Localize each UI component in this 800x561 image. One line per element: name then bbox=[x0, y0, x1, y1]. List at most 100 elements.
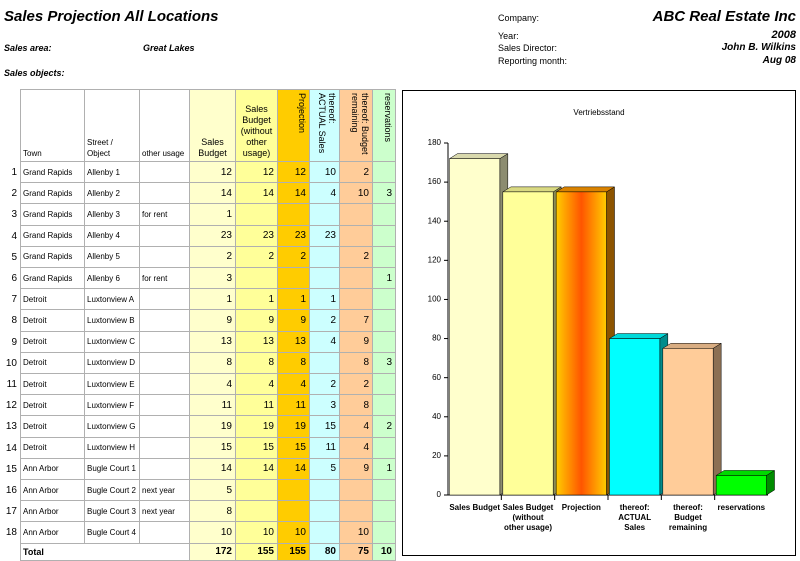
row-number: 16 bbox=[5, 485, 17, 497]
table-cell bbox=[310, 246, 340, 268]
table-cell bbox=[140, 289, 190, 311]
table-cell: 14 bbox=[190, 458, 236, 480]
table-cell bbox=[373, 331, 396, 353]
y-tick-label: 0 bbox=[437, 490, 442, 499]
x-tick-label: Sales Budget bbox=[449, 503, 500, 512]
table-cell bbox=[310, 268, 340, 290]
table-cell bbox=[140, 416, 190, 438]
x-tick-label: reservations bbox=[717, 503, 766, 512]
table-cell bbox=[140, 437, 190, 459]
row-number: 14 bbox=[5, 442, 17, 454]
info-label: Company: bbox=[498, 13, 540, 23]
table-cell: 19 bbox=[236, 416, 278, 438]
row-number: 8 bbox=[11, 315, 17, 327]
bar-top bbox=[661, 343, 723, 349]
table-cell: Grand Rapids bbox=[20, 183, 85, 205]
table-cell: for rent bbox=[140, 204, 190, 226]
table-cell bbox=[310, 501, 340, 523]
info-label: Reporting month: bbox=[498, 56, 568, 66]
table-cell: 9 bbox=[340, 331, 373, 353]
table-cell: 2 bbox=[340, 162, 373, 184]
table-cell bbox=[236, 204, 278, 226]
bar bbox=[555, 191, 607, 496]
table-cell bbox=[310, 204, 340, 226]
table-cell bbox=[373, 289, 396, 311]
table-cell: 23 bbox=[190, 225, 236, 247]
table-cell: 2 bbox=[373, 416, 396, 438]
table-cell: 13 bbox=[190, 331, 236, 353]
x-tick-label: thereof: Budget remaining bbox=[668, 503, 708, 532]
table-cell: 4 bbox=[278, 374, 310, 396]
table-cell: 13 bbox=[278, 331, 310, 353]
table-cell bbox=[140, 522, 190, 544]
table-cell: Detroit bbox=[20, 374, 85, 396]
info-label: Sales Director: bbox=[498, 43, 558, 53]
table-cell: 4 bbox=[236, 374, 278, 396]
x-tick-label: Projection bbox=[561, 503, 601, 512]
total-cell: 155 bbox=[236, 543, 278, 561]
table-cell bbox=[373, 501, 396, 523]
table-cell bbox=[278, 268, 310, 290]
info-value: 2008 bbox=[771, 29, 796, 41]
table-cell bbox=[310, 522, 340, 544]
table-cell: 9 bbox=[278, 310, 310, 332]
table-cell: 12 bbox=[278, 162, 310, 184]
total-label: Total bbox=[20, 543, 190, 561]
table-cell: 10 bbox=[278, 522, 310, 544]
table-cell bbox=[340, 501, 373, 523]
table-cell: 10 bbox=[190, 522, 236, 544]
table-cell: Ann Arbor bbox=[20, 501, 85, 523]
table-cell: 14 bbox=[190, 183, 236, 205]
table-cell bbox=[140, 246, 190, 268]
table-cell: Allenby 6 bbox=[85, 268, 140, 290]
table-cell: 3 bbox=[373, 183, 396, 205]
table-cell: Luxtonview D bbox=[85, 352, 140, 374]
row-number: 7 bbox=[11, 294, 17, 306]
total-cell: 172 bbox=[190, 543, 236, 561]
y-tick-label: 60 bbox=[432, 373, 441, 382]
table-cell bbox=[278, 204, 310, 226]
table-cell: Luxtonview E bbox=[85, 374, 140, 396]
table-cell: Grand Rapids bbox=[20, 204, 85, 226]
table-cell bbox=[140, 352, 190, 374]
table-cell: 2 bbox=[190, 246, 236, 268]
row-number: 4 bbox=[11, 230, 17, 242]
table-cell bbox=[373, 225, 396, 247]
table-border bbox=[20, 89, 396, 90]
y-tick-label: 20 bbox=[432, 451, 441, 460]
table-cell: 4 bbox=[310, 183, 340, 205]
row-number: 11 bbox=[6, 379, 17, 391]
table-cell: 10 bbox=[310, 162, 340, 184]
y-tick-label: 140 bbox=[428, 216, 442, 225]
info-value: ABC Real Estate Inc bbox=[652, 8, 796, 25]
row-number: 6 bbox=[11, 273, 17, 285]
column-header: Street / Object bbox=[85, 90, 140, 162]
table-cell: Bugle Court 2 bbox=[85, 480, 140, 502]
table-cell: Ann Arbor bbox=[20, 480, 85, 502]
info-label: Year: bbox=[498, 31, 519, 41]
table-cell bbox=[140, 183, 190, 205]
column-header: reservations bbox=[373, 90, 396, 162]
table-cell: 2 bbox=[310, 310, 340, 332]
row-number: 18 bbox=[5, 527, 17, 539]
table-cell bbox=[373, 437, 396, 459]
row-number: 2 bbox=[11, 188, 17, 200]
column-header: thereof: Budget remaining bbox=[340, 90, 373, 162]
table-cell: 3 bbox=[310, 395, 340, 417]
table-cell: Detroit bbox=[20, 416, 85, 438]
table-cell: 9 bbox=[340, 458, 373, 480]
table-cell bbox=[340, 204, 373, 226]
table-cell bbox=[373, 310, 396, 332]
table-cell: 12 bbox=[190, 162, 236, 184]
table-cell: 15 bbox=[190, 437, 236, 459]
row-number: 9 bbox=[11, 336, 17, 348]
table-cell: Detroit bbox=[20, 289, 85, 311]
table-cell: 11 bbox=[190, 395, 236, 417]
row-number: 17 bbox=[5, 506, 17, 518]
table-cell: 2 bbox=[340, 374, 373, 396]
table-cell: next year bbox=[140, 480, 190, 502]
x-tick-label: Sales Budget (without other usage) bbox=[502, 503, 554, 532]
table-cell: 10 bbox=[340, 522, 373, 544]
info-value: John B. Wilkins bbox=[721, 42, 796, 53]
table-cell bbox=[373, 246, 396, 268]
